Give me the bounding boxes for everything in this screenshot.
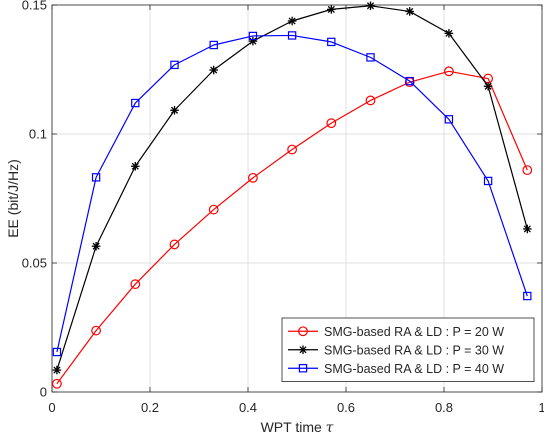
data-point: [247, 172, 258, 183]
data-point: [248, 31, 258, 41]
data-point: [52, 378, 62, 389]
data-point: [131, 98, 140, 108]
y-tick-label: 0.1: [29, 127, 47, 142]
data-point: [444, 29, 454, 38]
data-point: [287, 144, 298, 155]
data-point: [209, 40, 218, 50]
data-point: [287, 31, 297, 40]
data-point: [91, 173, 101, 182]
series-2: [52, 1, 532, 375]
y-tick-label: 0: [40, 385, 47, 400]
legend-entry: SMG-based RA & LD : P = 20 W: [288, 325, 504, 339]
x-axis-label: WPT time τ: [261, 419, 334, 436]
data-point: [91, 325, 101, 336]
series-line: [56, 70, 528, 385]
data-point: [444, 66, 454, 77]
data-point: [170, 105, 179, 115]
data-point: [209, 65, 218, 75]
data-point: [483, 81, 493, 91]
legend-entry: SMG-based RA & LD : P = 30 W: [288, 343, 504, 357]
data-point: [208, 204, 219, 215]
legend-label: SMG-based RA & LD : P = 20 W: [324, 325, 504, 339]
data-point: [405, 76, 414, 86]
data-point: [522, 165, 533, 176]
data-point: [483, 176, 493, 186]
data-point: [327, 37, 336, 47]
x-axis-ticks: 0 0.2 0.4 0.6 0.8 1: [48, 5, 544, 415]
data-point: [170, 60, 179, 70]
x-tick-label: 0.2: [141, 400, 159, 415]
y-tick-label: 0.05: [22, 256, 47, 271]
data-point: [366, 1, 375, 11]
data-point: [327, 5, 336, 14]
data-point: [405, 7, 414, 16]
x-axis-label-symbol: τ: [326, 420, 334, 436]
data-point: [91, 241, 101, 251]
legend-marker: [298, 326, 308, 337]
plot-frame: [51, 4, 543, 393]
data-point: [444, 115, 454, 124]
legend-label: SMG-based RA & LD : P = 40 W: [324, 362, 504, 376]
data-point: [366, 53, 375, 62]
data-point: [287, 16, 297, 26]
x-tick-label: 0.8: [435, 400, 453, 415]
x-axis-label-text: WPT time: [261, 419, 322, 435]
data-point: [52, 347, 62, 357]
series-layer: [52, 1, 533, 389]
legend-entry: SMG-based RA & LD : P = 40 W: [288, 362, 504, 376]
data-point: [523, 291, 532, 301]
data-point: [169, 239, 180, 250]
x-tick-label: 1: [538, 400, 544, 415]
y-axis-label: EE (bit/J/Hz): [5, 159, 21, 238]
series-3: [52, 31, 532, 357]
data-point: [523, 224, 532, 234]
y-tick-label: 0.15: [22, 0, 47, 13]
data-point: [365, 95, 376, 106]
legend: SMG-based RA & LD : P = 20 W SMG-based RA…: [281, 317, 535, 382]
legend-box: [281, 317, 535, 382]
data-point: [130, 279, 141, 290]
legend-marker: [298, 364, 308, 373]
y-axis-ticks: 0 0.05 0.1 0.15: [22, 0, 542, 400]
legend-label: SMG-based RA & LD : P = 30 W: [324, 343, 504, 357]
series-1: [52, 66, 533, 389]
x-tick-label: 0.4: [239, 400, 257, 415]
series-line: [56, 34, 528, 353]
data-point: [326, 118, 337, 129]
x-tick-label: 0.6: [337, 400, 355, 415]
x-tick-label: 0: [48, 400, 55, 415]
legend-marker: [298, 345, 308, 355]
data-point: [131, 161, 140, 171]
data-point: [52, 365, 62, 375]
